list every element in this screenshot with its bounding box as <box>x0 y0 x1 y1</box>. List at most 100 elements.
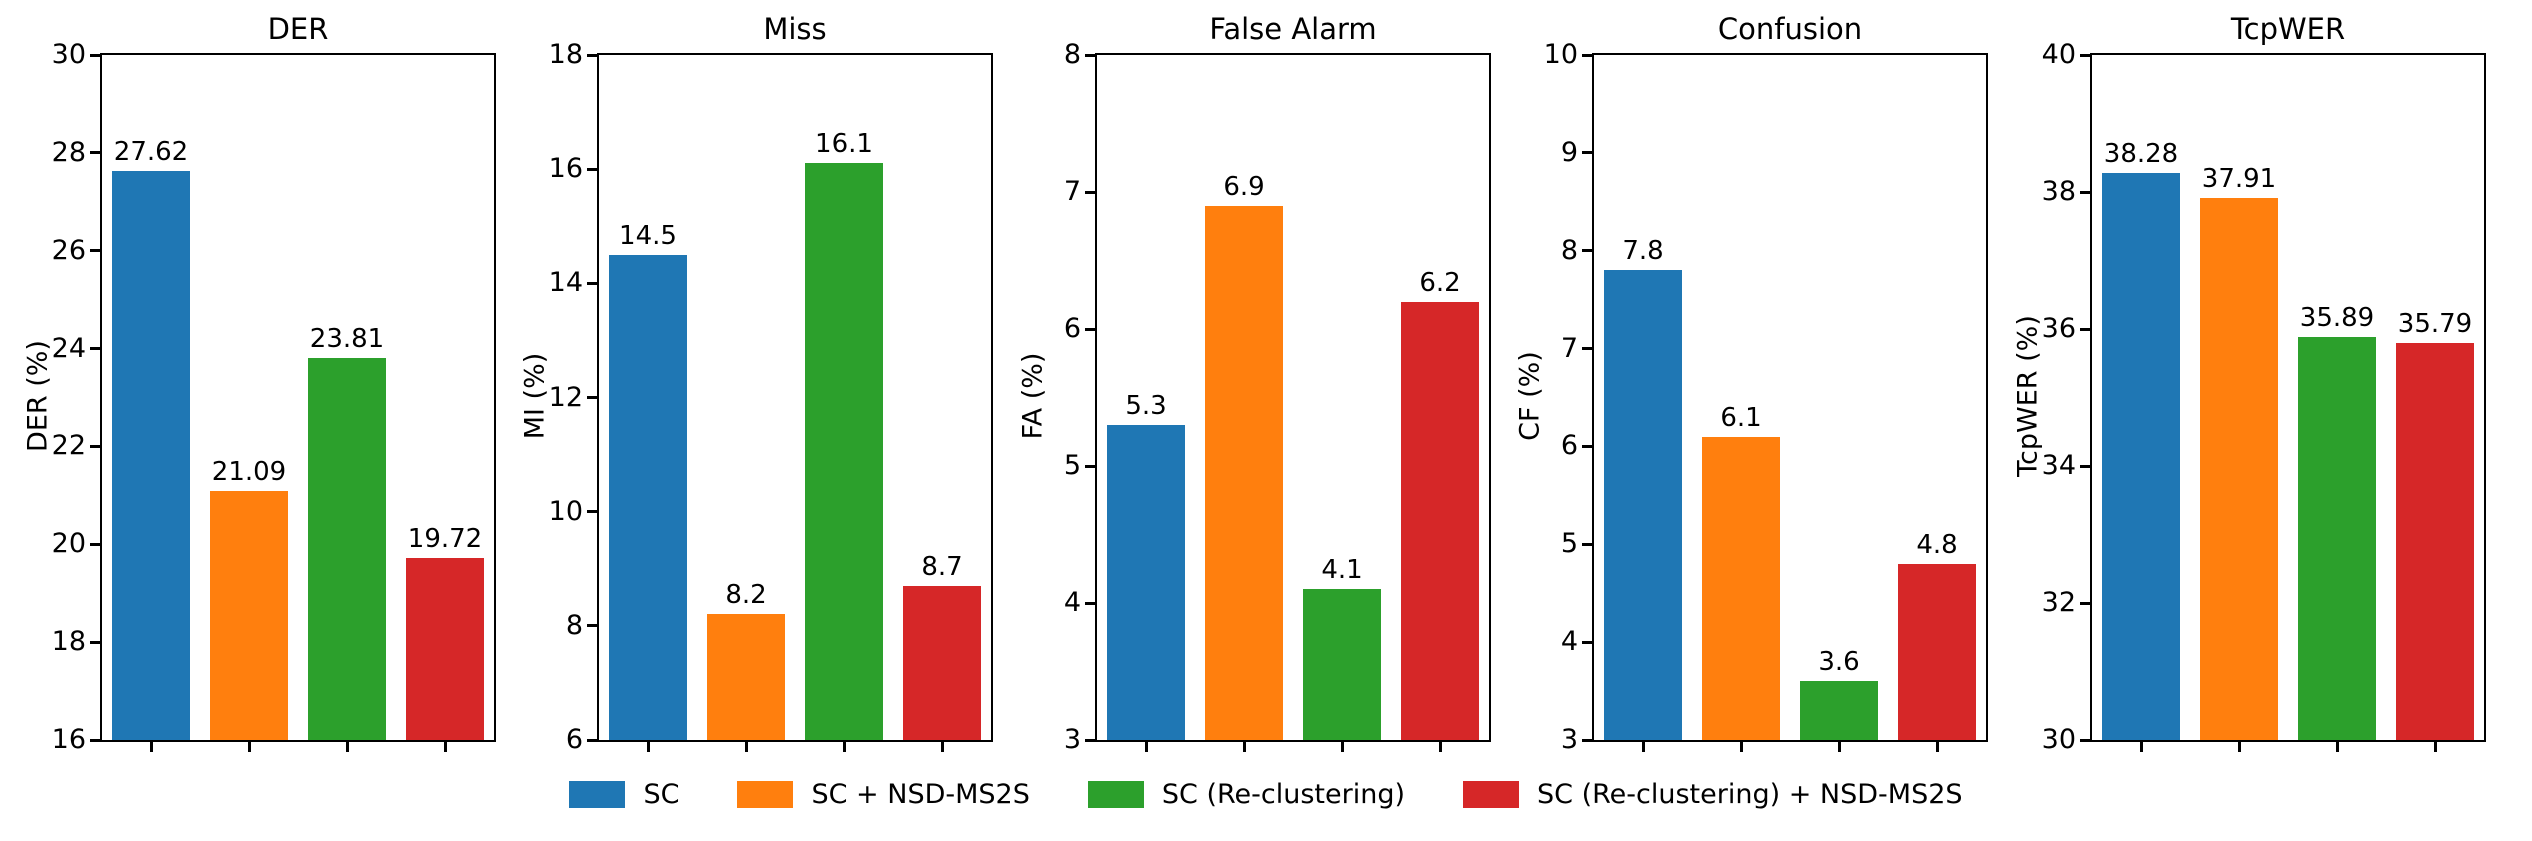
bar <box>903 585 981 740</box>
plot-area: 38.28 37.91 35.89 35.79 <box>2090 53 2486 742</box>
bar-value-label: 19.72 <box>407 524 483 554</box>
chart-panel-der: DER DER (%) 16 18 20 22 24 26 28 30 27.62 21.09 2… <box>0 0 498 770</box>
legend-swatch <box>1087 780 1144 808</box>
bar-value-label: 35.79 <box>2397 309 2473 340</box>
y-tick-label: 9 <box>1560 136 1578 168</box>
x-tick-mark <box>345 742 349 752</box>
plot-area: 5.3 6.9 4.1 6.2 <box>1095 53 1491 742</box>
bar-value-label: 7.8 <box>1622 236 1664 267</box>
x-tick-mark <box>646 742 650 752</box>
y-tick-label: 4 <box>1560 626 1578 658</box>
plot-area: 7.8 6.1 3.6 4.8 <box>1592 53 1988 742</box>
bar <box>2102 172 2180 740</box>
bar <box>609 254 687 740</box>
bar-value-label: 16.1 <box>815 129 873 160</box>
y-tick-mark <box>90 151 100 155</box>
y-tick-label: 40 <box>2041 39 2076 70</box>
chart-title: Confusion <box>1717 12 1863 46</box>
bar-value-label: 21.09 <box>211 456 287 487</box>
bar <box>805 163 883 740</box>
bar-value-label: 6.1 <box>1720 402 1762 433</box>
legend-swatch <box>737 780 794 808</box>
bar <box>1898 563 1976 740</box>
y-tick-mark <box>1085 601 1095 605</box>
x-tick-mark <box>1837 742 1841 752</box>
bar <box>707 614 785 740</box>
y-tick-label: 10 <box>548 495 583 527</box>
y-tick-label: 16 <box>51 724 86 755</box>
bar <box>1401 301 1479 740</box>
bar <box>1107 424 1185 740</box>
bar <box>2396 343 2474 740</box>
y-tick-mark <box>1085 53 1095 57</box>
bar <box>210 490 288 740</box>
y-tick-label: 18 <box>548 39 583 70</box>
y-tick-label: 8 <box>1560 234 1578 266</box>
y-tick-label: 14 <box>548 267 583 299</box>
bar <box>1800 681 1878 740</box>
y-tick-mark <box>1582 738 1592 742</box>
y-tick-label: 5 <box>1560 528 1578 560</box>
bar <box>1303 589 1381 740</box>
bar-value-label: 14.5 <box>619 220 677 251</box>
y-tick-mark <box>1582 347 1592 351</box>
chart-title: Miss <box>763 12 827 46</box>
y-tick-label: 8 <box>565 609 583 641</box>
legend-entry: SC (Re-clustering) + NSD-MS2S <box>1463 779 1963 810</box>
y-tick-mark <box>1582 53 1592 57</box>
bar-value-label: 4.8 <box>1916 529 1958 560</box>
plot-area: 27.62 21.09 23.81 19.72 <box>100 53 496 742</box>
bar <box>406 558 484 740</box>
bar <box>1604 270 1682 740</box>
legend-entry: SC + NSD-MS2S <box>737 778 1030 810</box>
x-tick-mark <box>1641 742 1645 752</box>
x-tick-mark <box>2139 742 2143 752</box>
x-tick-mark <box>149 742 153 752</box>
y-tick-label: 10 <box>1543 39 1578 70</box>
legend-swatch <box>1463 780 1519 808</box>
y-tick-label: 8 <box>1063 39 1081 70</box>
bar-value-label: 8.7 <box>921 551 963 582</box>
y-tick-mark <box>2080 53 2090 57</box>
y-tick-label: 22 <box>51 430 86 462</box>
y-tick-mark <box>1085 738 1095 742</box>
chart-title: False Alarm <box>1209 12 1377 46</box>
y-tick-mark <box>2080 190 2090 194</box>
bar <box>1702 436 1780 740</box>
y-tick-label: 38 <box>2041 176 2076 207</box>
y-tick-label: 3 <box>1560 724 1578 755</box>
y-tick-mark <box>90 738 100 742</box>
bar <box>308 357 386 740</box>
y-tick-label: 30 <box>51 39 86 70</box>
y-tick-mark <box>2080 738 2090 742</box>
y-tick-label: 26 <box>51 234 86 266</box>
chart-panel-confusion: Confusion CF (%) 3 4 5 6 7 8 9 10 7.8 6.1 3.6 4.8 <box>1492 0 1990 770</box>
legend-label: SC + NSD-MS2S <box>811 778 1030 810</box>
y-tick-label: 3 <box>1063 724 1081 755</box>
x-tick-mark <box>940 742 944 752</box>
y-axis-label: FA (%) <box>1017 352 1049 440</box>
y-tick-mark <box>587 396 597 399</box>
bar-value-label: 6.2 <box>1419 267 1461 298</box>
y-tick-mark <box>1085 327 1095 331</box>
x-tick-mark <box>842 742 846 752</box>
y-tick-mark <box>1582 151 1592 155</box>
y-tick-label: 7 <box>1560 332 1578 364</box>
y-tick-mark <box>1582 444 1592 448</box>
y-tick-mark <box>1582 640 1592 644</box>
legend: SC SC + NSD-MS2S SC (Re-clustering) SC (Re-… <box>0 763 2532 825</box>
y-tick-mark <box>90 347 100 351</box>
chart-title: TcpWER <box>2230 12 2346 46</box>
y-tick-mark <box>587 738 597 742</box>
y-tick-label: 34 <box>2041 450 2076 481</box>
y-tick-mark <box>587 624 597 628</box>
bar-value-label: 23.81 <box>309 323 385 354</box>
x-tick-mark <box>1144 742 1148 752</box>
y-tick-mark <box>90 640 100 644</box>
y-tick-mark <box>90 249 100 253</box>
y-tick-label: 4 <box>1063 587 1081 618</box>
bar-value-label: 27.62 <box>113 137 189 168</box>
y-axis-label: CF (%) <box>1514 351 1546 441</box>
y-tick-mark <box>1582 249 1592 253</box>
